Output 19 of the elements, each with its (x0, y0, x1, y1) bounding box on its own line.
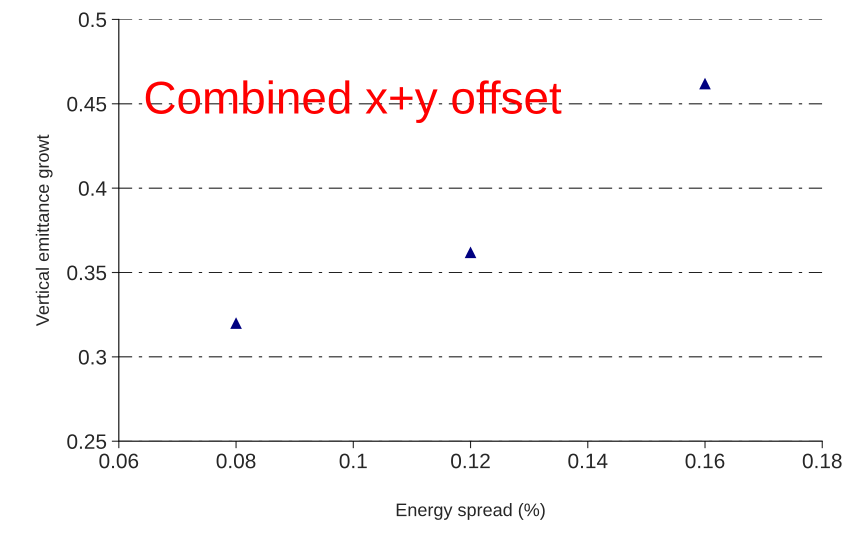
x-tick-label: 0.12 (451, 454, 490, 468)
y-tick-label: 0.4 (78, 181, 106, 196)
x-tick-label: 0.08 (216, 454, 256, 468)
y-tick-label: 0.5 (78, 12, 106, 28)
x-tick-label: 0.14 (568, 454, 608, 468)
x-tick-label: 0.06 (99, 454, 138, 468)
point (699, 78, 711, 90)
annotation: Combined x+y offset (146, 80, 562, 124)
point (464, 246, 476, 258)
x-tick-label: 0.18 (802, 454, 842, 468)
point (230, 317, 242, 329)
y-axis-title: Vertical emittance growt (36, 134, 53, 326)
y-tick-label: 0.25 (67, 434, 106, 449)
y-tick-label: 0.3 (78, 350, 106, 365)
y-tick-label: 0.35 (67, 266, 106, 280)
x-axis-title: Energy spread (%) (396, 503, 545, 520)
x-tick-label: 0.16 (686, 454, 724, 468)
x-tick-label: 0.1 (340, 454, 367, 468)
y-tick-label: 0.45 (67, 96, 106, 112)
